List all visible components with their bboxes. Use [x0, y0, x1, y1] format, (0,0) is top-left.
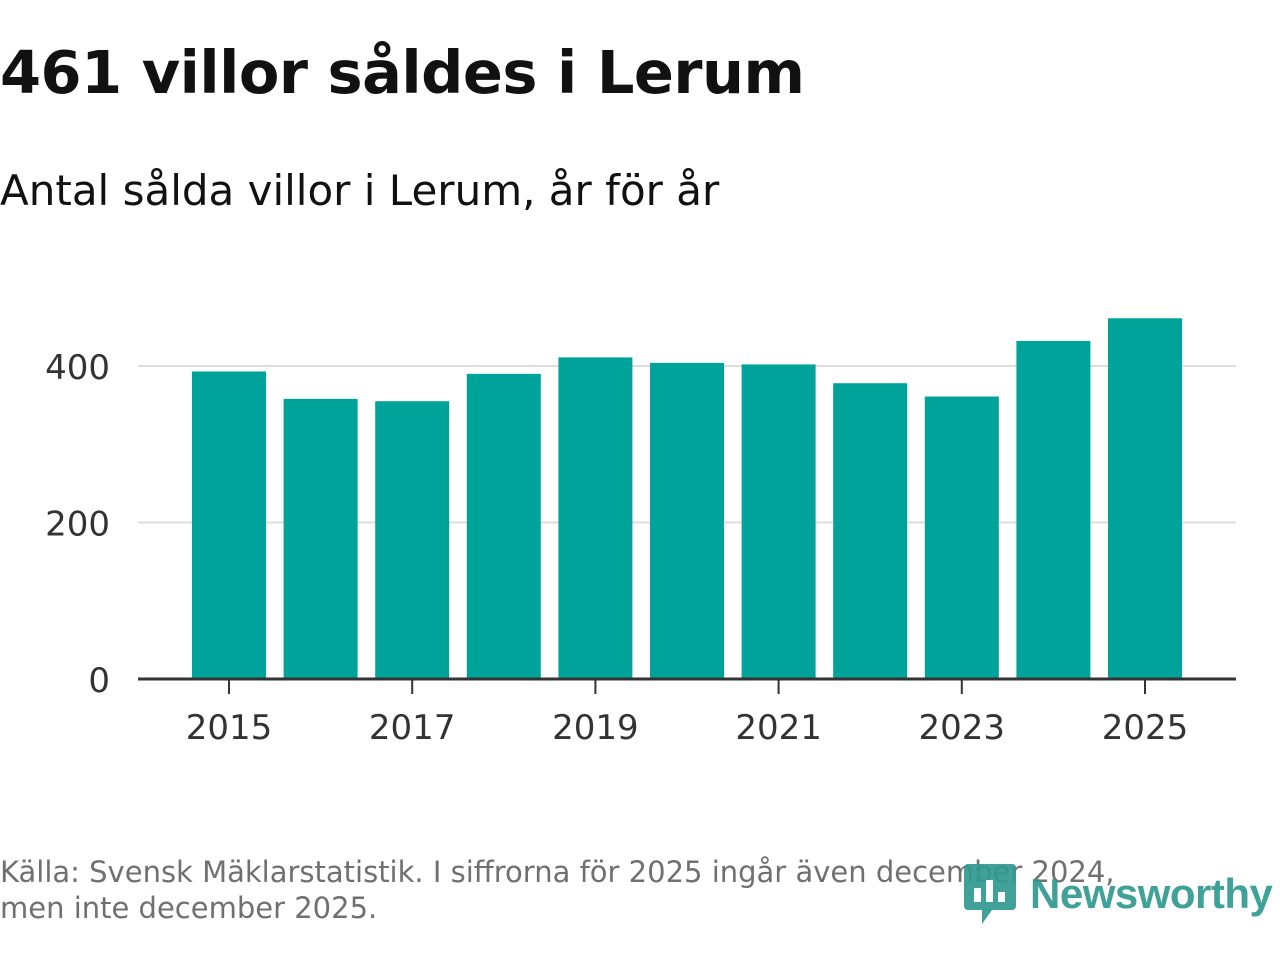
chart-title: 461 villor såldes i Lerum	[0, 38, 805, 107]
x-tick-label-2019: 2019	[552, 708, 639, 748]
bar-2025	[1108, 318, 1182, 679]
source-note-line-1: Källa: Svensk Mäklarstatistik. I siffror…	[0, 855, 1115, 889]
bar-2015	[192, 371, 266, 679]
y-tick-label-200: 200	[45, 505, 110, 545]
bar-2023	[924, 396, 999, 679]
bar-2021	[741, 364, 816, 679]
source-note: Källa: Svensk Mäklarstatistik. I siffror…	[0, 854, 1240, 926]
x-tick-label-2025: 2025	[1102, 708, 1189, 748]
x-tick-label-2017: 2017	[369, 708, 456, 748]
x-tick-label-2021: 2021	[735, 708, 822, 748]
chart-subtitle: Antal sålda villor i Lerum, år för år	[0, 166, 720, 215]
x-tick-label-2023: 2023	[919, 708, 1006, 748]
newsworthy-logo: Newsworthy	[964, 862, 1273, 926]
newsworthy-logo-icon	[964, 864, 1016, 924]
bar-2018	[466, 373, 541, 679]
bar-2024	[1016, 340, 1091, 679]
y-tick-label-400: 400	[45, 348, 110, 388]
y-tick-label-0: 0	[88, 661, 110, 701]
x-tick-label-2015: 2015	[186, 708, 273, 748]
axes: 0 200 400 2015 2017 2019 2021 2023 2025	[45, 348, 1236, 748]
bar-2016	[283, 398, 358, 679]
newsworthy-logo-text: Newsworthy	[1030, 870, 1273, 917]
bar-2019	[558, 357, 633, 679]
source-note-line-2: men inte december 2025.	[0, 891, 378, 925]
bar-2017	[375, 401, 450, 679]
bar-2022	[833, 383, 908, 679]
bar-2020	[650, 362, 724, 679]
bars	[192, 318, 1182, 679]
